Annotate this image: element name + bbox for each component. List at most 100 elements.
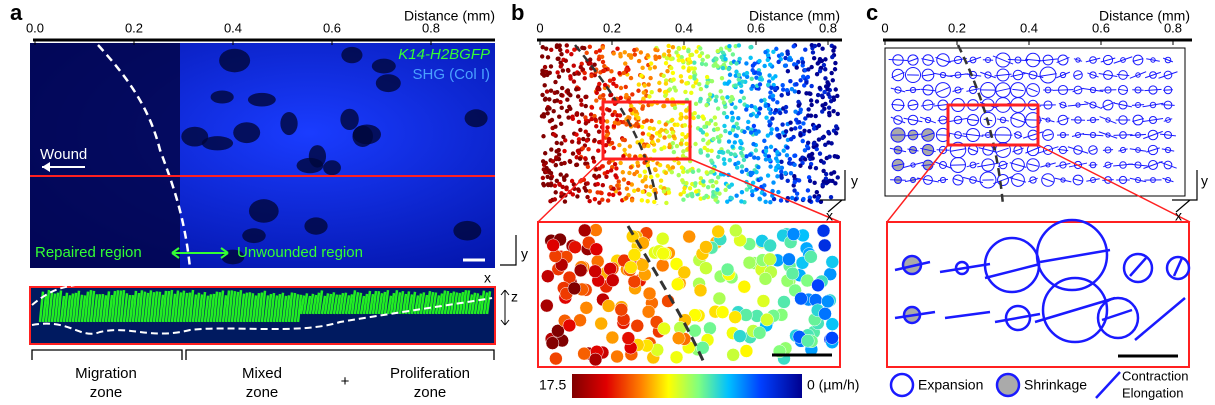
strain-line — [1067, 146, 1089, 154]
dot — [739, 150, 744, 156]
dot — [670, 45, 676, 50]
dot — [670, 117, 675, 123]
dot — [821, 294, 835, 309]
strain-circle — [921, 68, 935, 82]
dot — [801, 334, 815, 348]
dot — [802, 128, 807, 133]
dot — [679, 79, 684, 84]
dot — [785, 266, 800, 281]
dot — [609, 69, 614, 74]
dot — [744, 107, 749, 112]
dot — [577, 156, 583, 161]
dot — [560, 68, 566, 73]
dot — [809, 102, 814, 108]
dot — [757, 196, 762, 201]
dot — [628, 165, 634, 170]
dot — [814, 189, 820, 195]
dot — [544, 106, 550, 112]
dot — [773, 156, 779, 161]
dot — [565, 67, 571, 73]
cell — [200, 291, 207, 323]
strain-circle — [1102, 54, 1114, 66]
strain-line — [996, 118, 1010, 122]
dot — [570, 192, 576, 197]
dot — [595, 190, 600, 195]
strain-line — [1143, 130, 1163, 140]
dot — [785, 145, 790, 150]
cell — [146, 290, 153, 323]
axis-glyph — [820, 170, 846, 213]
strain-circle — [891, 68, 905, 82]
cell — [209, 293, 216, 323]
strain-line — [908, 57, 918, 63]
dot — [780, 122, 785, 127]
dot — [704, 120, 710, 126]
dot — [698, 176, 704, 181]
dot — [557, 181, 562, 187]
dot — [664, 129, 670, 134]
dot — [704, 193, 709, 199]
strain-circle — [1163, 70, 1173, 80]
dot — [611, 76, 616, 82]
strain-circle — [1026, 83, 1040, 97]
cell — [179, 290, 186, 323]
dot — [539, 54, 545, 59]
dot — [592, 113, 597, 119]
dot — [559, 92, 564, 98]
dot — [814, 99, 820, 104]
dot — [816, 42, 822, 48]
dot — [818, 199, 824, 204]
strain-circle — [935, 82, 951, 98]
dot — [603, 262, 617, 276]
strain-line — [1130, 133, 1146, 137]
strain-line — [1007, 58, 1029, 62]
dot — [552, 183, 558, 188]
dot — [647, 66, 653, 71]
dot — [802, 83, 807, 88]
dot — [762, 192, 767, 197]
dot — [682, 229, 696, 244]
strain-circle — [1132, 54, 1144, 66]
strain-line — [1027, 163, 1039, 167]
annotation: Repaired region — [35, 244, 142, 261]
dot — [739, 169, 745, 174]
dot — [668, 56, 674, 62]
cell — [188, 289, 195, 323]
cell — [368, 293, 375, 315]
cell — [215, 292, 222, 323]
dot — [812, 180, 817, 186]
dot — [657, 54, 662, 60]
dot — [775, 150, 780, 155]
axis-label: y — [851, 173, 858, 189]
dot — [728, 310, 742, 324]
strain-circle — [1102, 99, 1114, 111]
dot — [729, 223, 743, 238]
dot — [545, 111, 550, 116]
dot — [779, 175, 784, 180]
strain-line — [1010, 72, 1026, 78]
dot — [723, 56, 728, 62]
x-tick-label: 0.8 — [422, 20, 440, 35]
image-texture — [181, 46, 488, 265]
dot — [625, 229, 640, 244]
cell — [311, 294, 318, 315]
dot — [770, 97, 776, 102]
cell — [125, 294, 132, 323]
strain-circle — [907, 99, 919, 111]
dot — [597, 200, 602, 205]
dot — [703, 62, 709, 67]
dot — [593, 117, 598, 122]
dot — [763, 103, 768, 108]
dot — [833, 124, 839, 129]
dot — [565, 88, 571, 93]
cell — [407, 294, 414, 315]
dot — [582, 76, 587, 81]
dot — [710, 183, 716, 189]
cell — [428, 291, 435, 315]
dot — [677, 265, 692, 280]
dot — [785, 51, 790, 56]
cell-hole — [242, 228, 266, 244]
dot — [579, 102, 584, 107]
dot — [741, 95, 747, 101]
dot — [730, 144, 735, 149]
